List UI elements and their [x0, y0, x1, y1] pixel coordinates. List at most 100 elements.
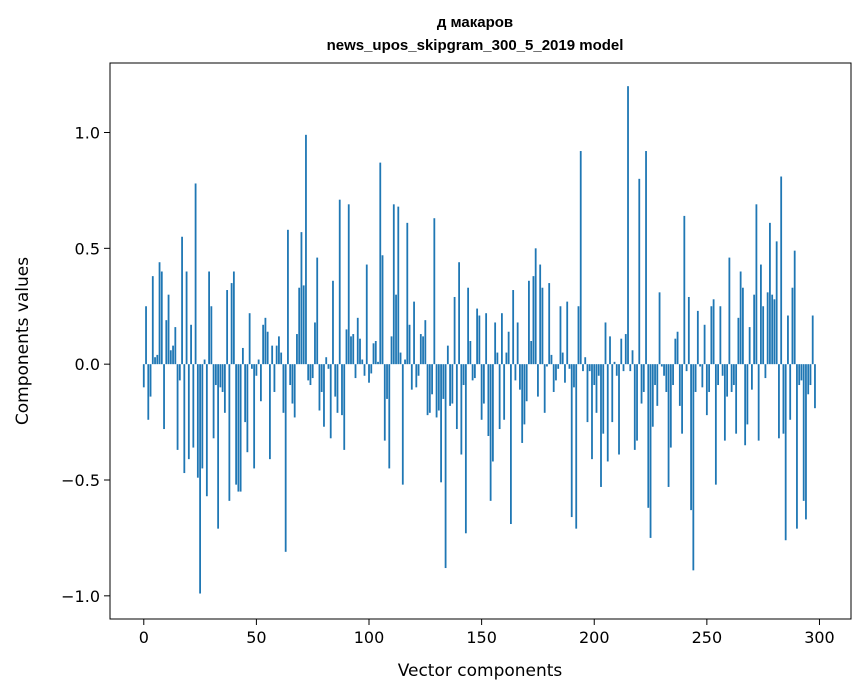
- bar-278: [769, 222, 771, 365]
- bar-283: [780, 176, 783, 365]
- bar-229: [658, 292, 661, 365]
- bar-199: [591, 364, 593, 460]
- bar-10: [165, 320, 168, 365]
- bar-160: [503, 364, 506, 420]
- bar-64: [287, 229, 289, 365]
- bar-142: [462, 364, 465, 386]
- bar-5: [154, 357, 156, 365]
- bar-49: [253, 364, 256, 469]
- bar-220: [638, 178, 641, 365]
- bar-80: [323, 364, 325, 427]
- bar-139: [455, 364, 458, 430]
- bar-185: [559, 306, 562, 365]
- bar-195: [582, 364, 584, 372]
- bar-101: [370, 364, 373, 374]
- bar-235: [672, 364, 674, 386]
- bar-124: [422, 336, 424, 365]
- bar-276: [764, 364, 767, 379]
- bar-144: [467, 287, 470, 365]
- bar-149: [478, 315, 481, 365]
- bar-25: [199, 364, 201, 594]
- bar-261: [730, 364, 733, 392]
- bar-251: [708, 364, 711, 392]
- bar-91: [347, 204, 350, 365]
- bar-274: [760, 264, 762, 365]
- bar-35: [221, 364, 224, 392]
- bar-129: [433, 218, 436, 365]
- bar-104: [377, 361, 379, 365]
- bar-141: [460, 364, 463, 455]
- bar-33: [217, 364, 220, 529]
- bar-289: [793, 250, 796, 365]
- bar-72: [305, 134, 307, 365]
- bar-74: [309, 364, 312, 386]
- bar-51: [257, 359, 260, 365]
- bar-293: [802, 364, 805, 501]
- bar-143: [464, 364, 467, 534]
- bar-50: [255, 364, 258, 376]
- bar-127: [428, 364, 431, 413]
- bar-119: [410, 364, 413, 390]
- bar-62: [282, 364, 285, 413]
- bar-184: [557, 364, 560, 369]
- bar-133: [442, 364, 445, 399]
- bar-16: [178, 364, 181, 381]
- bar-116: [404, 359, 406, 365]
- bar-246: [696, 310, 699, 365]
- bar-75: [311, 364, 314, 379]
- bar-259: [726, 364, 729, 397]
- x-tick-label: 50: [246, 628, 266, 647]
- bar-79: [320, 364, 323, 392]
- bar-236: [674, 338, 677, 365]
- bar-216: [629, 364, 632, 372]
- bar-186: [561, 352, 564, 365]
- bar-256: [719, 306, 722, 365]
- bar-140: [458, 262, 460, 365]
- bar-43: [239, 364, 242, 492]
- bar-247: [699, 364, 701, 367]
- bar-48: [250, 364, 253, 369]
- bar-282: [778, 364, 780, 439]
- bar-190: [570, 364, 573, 518]
- bar-270: [751, 364, 753, 390]
- y-tick-label: 1.0: [75, 124, 100, 143]
- bar-263: [735, 364, 738, 434]
- bar-222: [642, 364, 645, 392]
- bar-112: [395, 294, 397, 365]
- y-axis: −1.0 −0.5 0.0 0.5 1.0: [61, 124, 110, 606]
- bar-178: [543, 364, 546, 413]
- bar-107: [383, 364, 386, 441]
- bar-239: [681, 364, 683, 434]
- bar-241: [685, 364, 688, 372]
- bar-series: [142, 86, 816, 594]
- bar-123: [419, 334, 422, 365]
- bar-157: [496, 352, 499, 365]
- bar-42: [237, 364, 240, 492]
- bar-272: [755, 204, 758, 365]
- bar-134: [444, 364, 447, 569]
- bar-194: [579, 151, 582, 365]
- bar-271: [753, 294, 756, 365]
- bar-90: [345, 329, 348, 365]
- bar-21: [190, 324, 192, 365]
- bar-292: [800, 364, 803, 381]
- bar-120: [413, 301, 415, 365]
- bar-200: [593, 364, 596, 386]
- bar-175: [537, 364, 539, 397]
- bar-210: [615, 364, 618, 376]
- bar-12: [169, 350, 172, 365]
- y-axis-label: Components values: [13, 257, 33, 425]
- bar-233: [667, 364, 670, 487]
- bar-84: [332, 280, 334, 365]
- bar-24: [196, 364, 199, 478]
- bar-193: [577, 306, 580, 365]
- bar-22: [192, 364, 195, 448]
- bar-20: [187, 364, 190, 460]
- bar-137: [451, 364, 454, 404]
- x-tick-label: 250: [692, 628, 723, 647]
- bar-171: [528, 280, 530, 365]
- bar-196: [584, 357, 587, 365]
- bar-197: [586, 364, 589, 423]
- bar-207: [609, 336, 611, 365]
